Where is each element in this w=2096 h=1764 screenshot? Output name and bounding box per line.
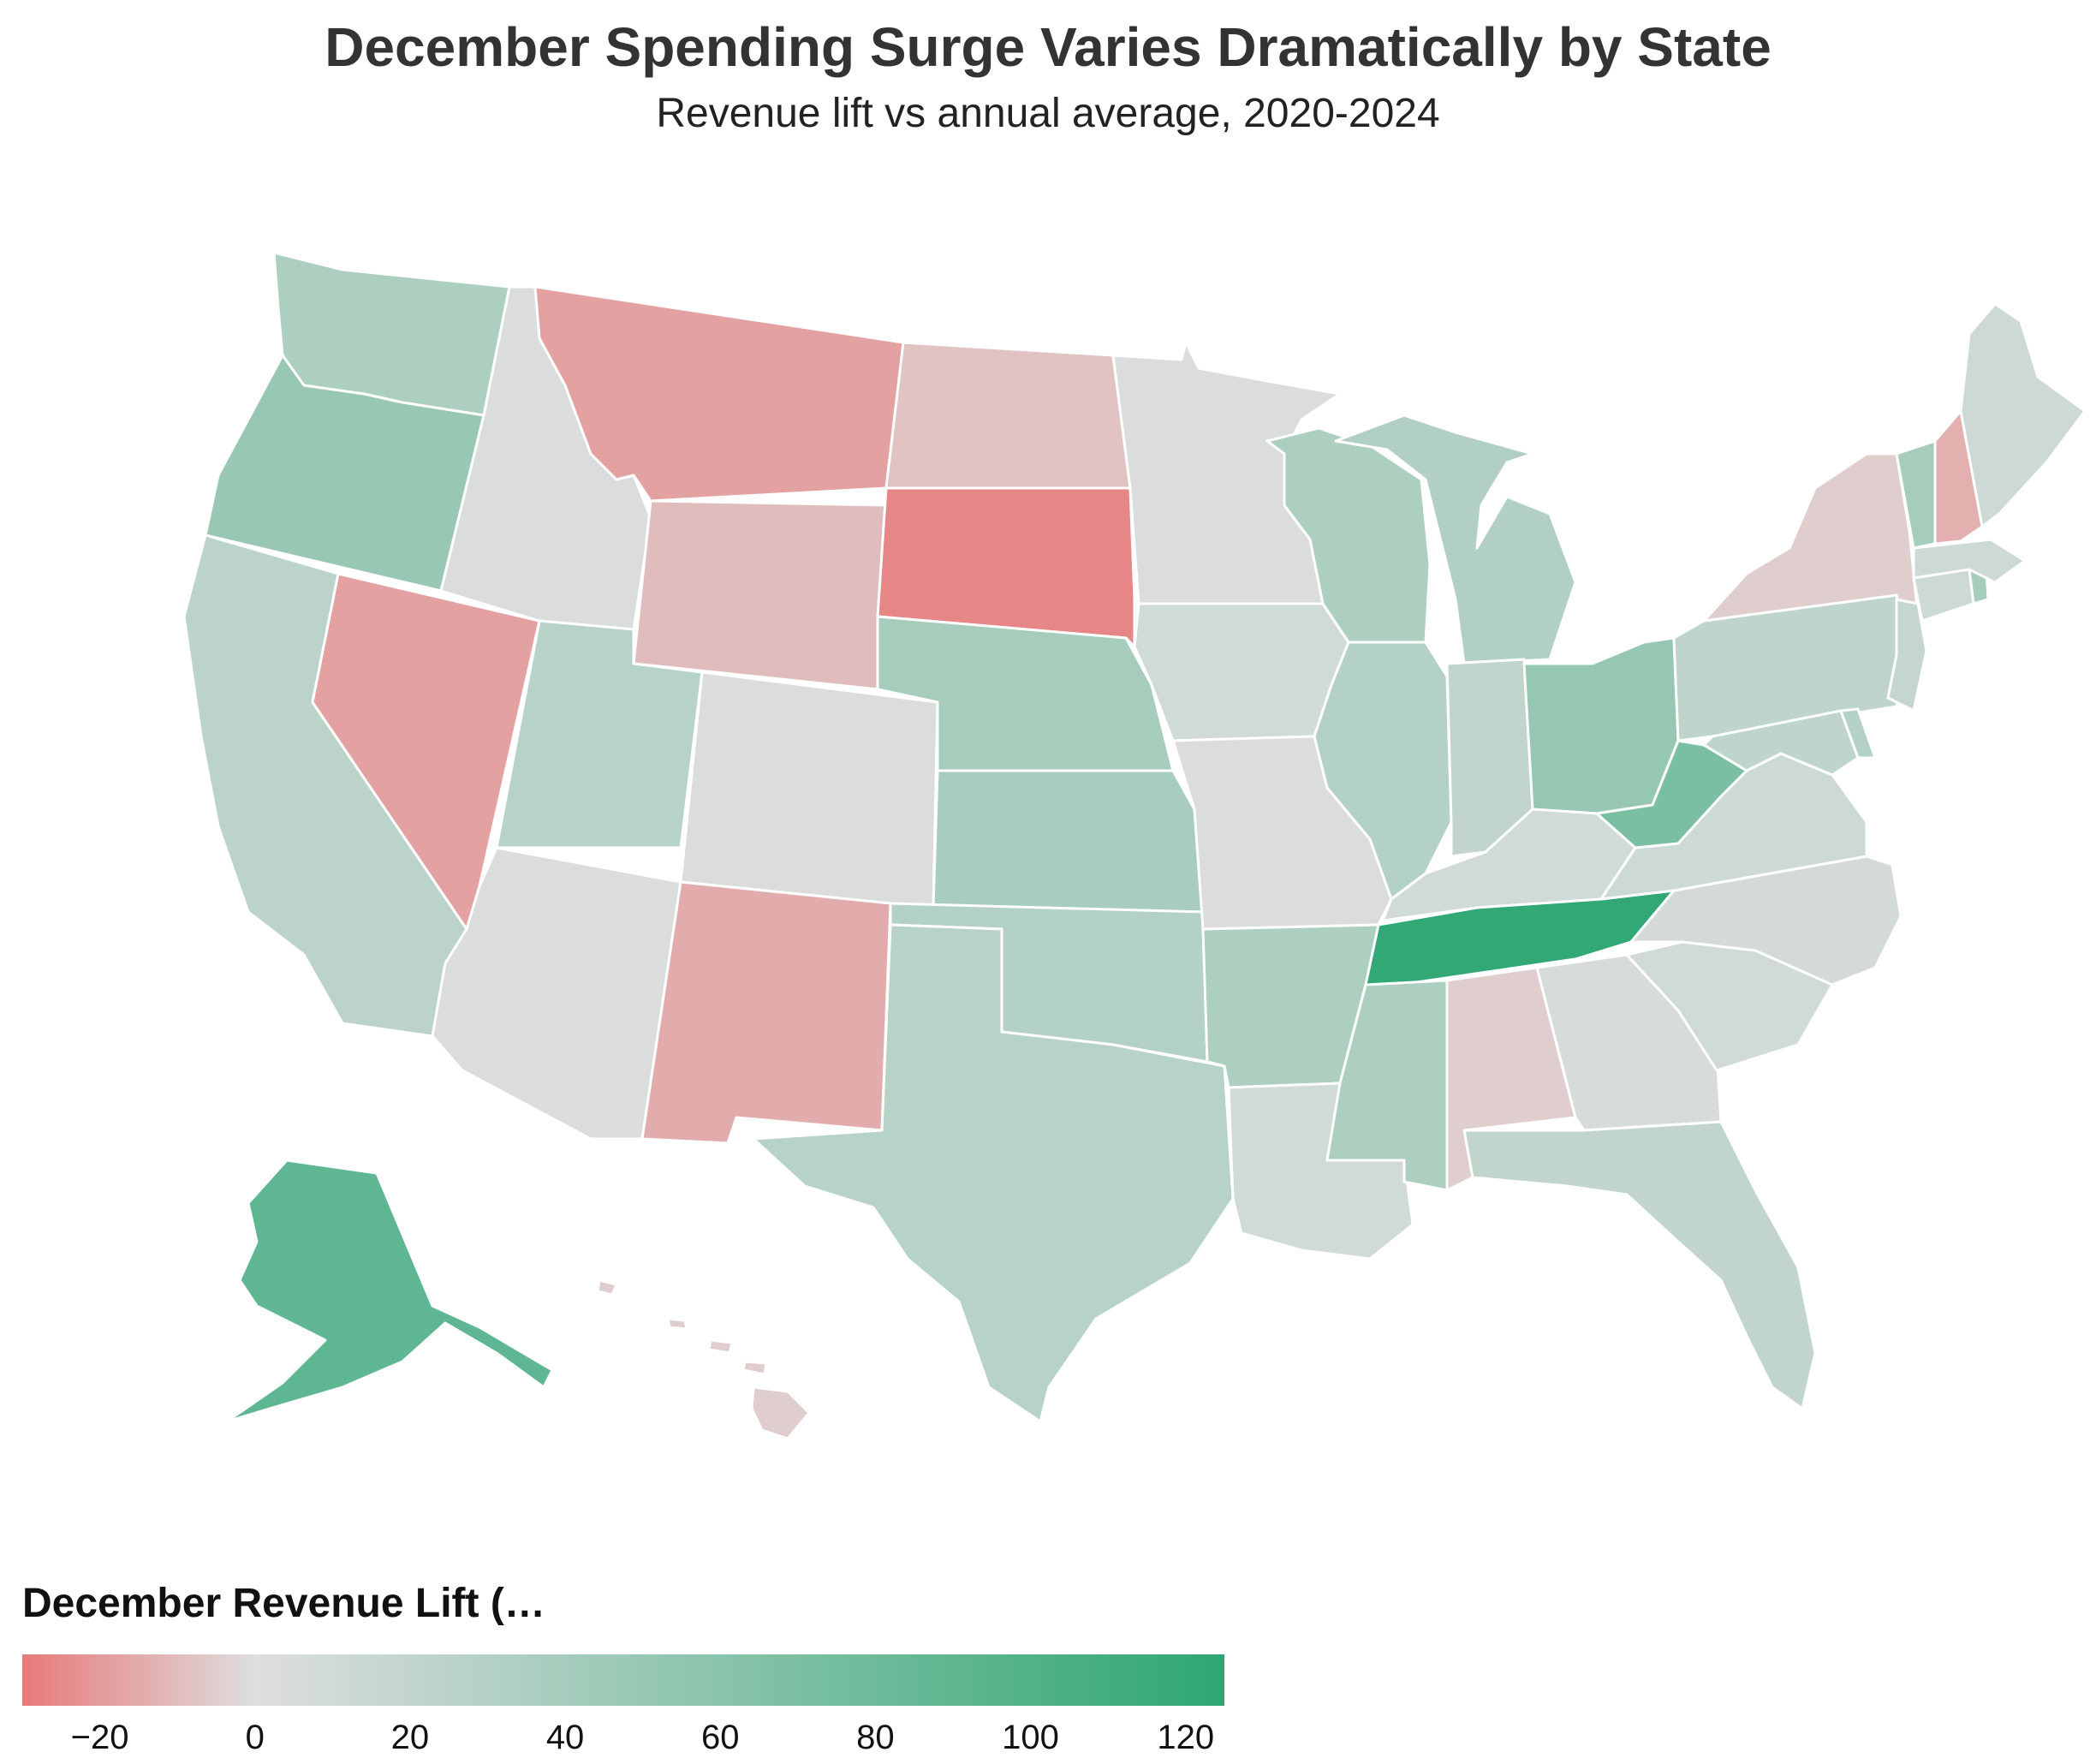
- state-wy[interactable]: [632, 499, 888, 691]
- state-ma[interactable]: [1912, 538, 2027, 584]
- state-co[interactable]: [679, 670, 939, 909]
- legend-color-bar: [22, 1654, 1224, 1706]
- state-mi[interactable]: [1334, 414, 1577, 665]
- legend-tick-label: −20: [71, 1719, 129, 1756]
- state-de[interactable]: [1839, 707, 1877, 760]
- legend-tick-label: 80: [856, 1719, 895, 1756]
- state-fl[interactable]: [1462, 1120, 1817, 1410]
- legend-tick-label: 20: [391, 1719, 430, 1756]
- legend-tick-label: 0: [246, 1719, 265, 1756]
- us-state-map: [182, 251, 2087, 1440]
- state-ia[interactable]: [1133, 602, 1350, 742]
- state-hi[interactable]: [596, 1278, 811, 1440]
- state-tx[interactable]: [752, 923, 1235, 1423]
- state-ks[interactable]: [932, 769, 1205, 914]
- chart-title: December Spending Surge Varies Dramatica…: [325, 16, 1771, 78]
- state-oh[interactable]: [1522, 636, 1680, 815]
- legend-tick-label: 40: [546, 1719, 585, 1756]
- color-legend: −20 0 20 40 60 80 100 120: [22, 1654, 1224, 1756]
- legend-tick-label: 100: [1002, 1719, 1059, 1756]
- state-ak[interactable]: [225, 1159, 554, 1423]
- chart-subtitle: Revenue lift vs annual average, 2020-202…: [656, 91, 1440, 136]
- state-me[interactable]: [1959, 302, 2087, 528]
- state-nh[interactable]: [1933, 409, 1984, 545]
- state-nd[interactable]: [884, 341, 1132, 490]
- legend-title: December Revenue Lift (…: [22, 1581, 545, 1626]
- legend-tick-label: 60: [701, 1719, 740, 1756]
- state-nm[interactable]: [640, 880, 892, 1145]
- legend-tick-label: 120: [1157, 1719, 1214, 1756]
